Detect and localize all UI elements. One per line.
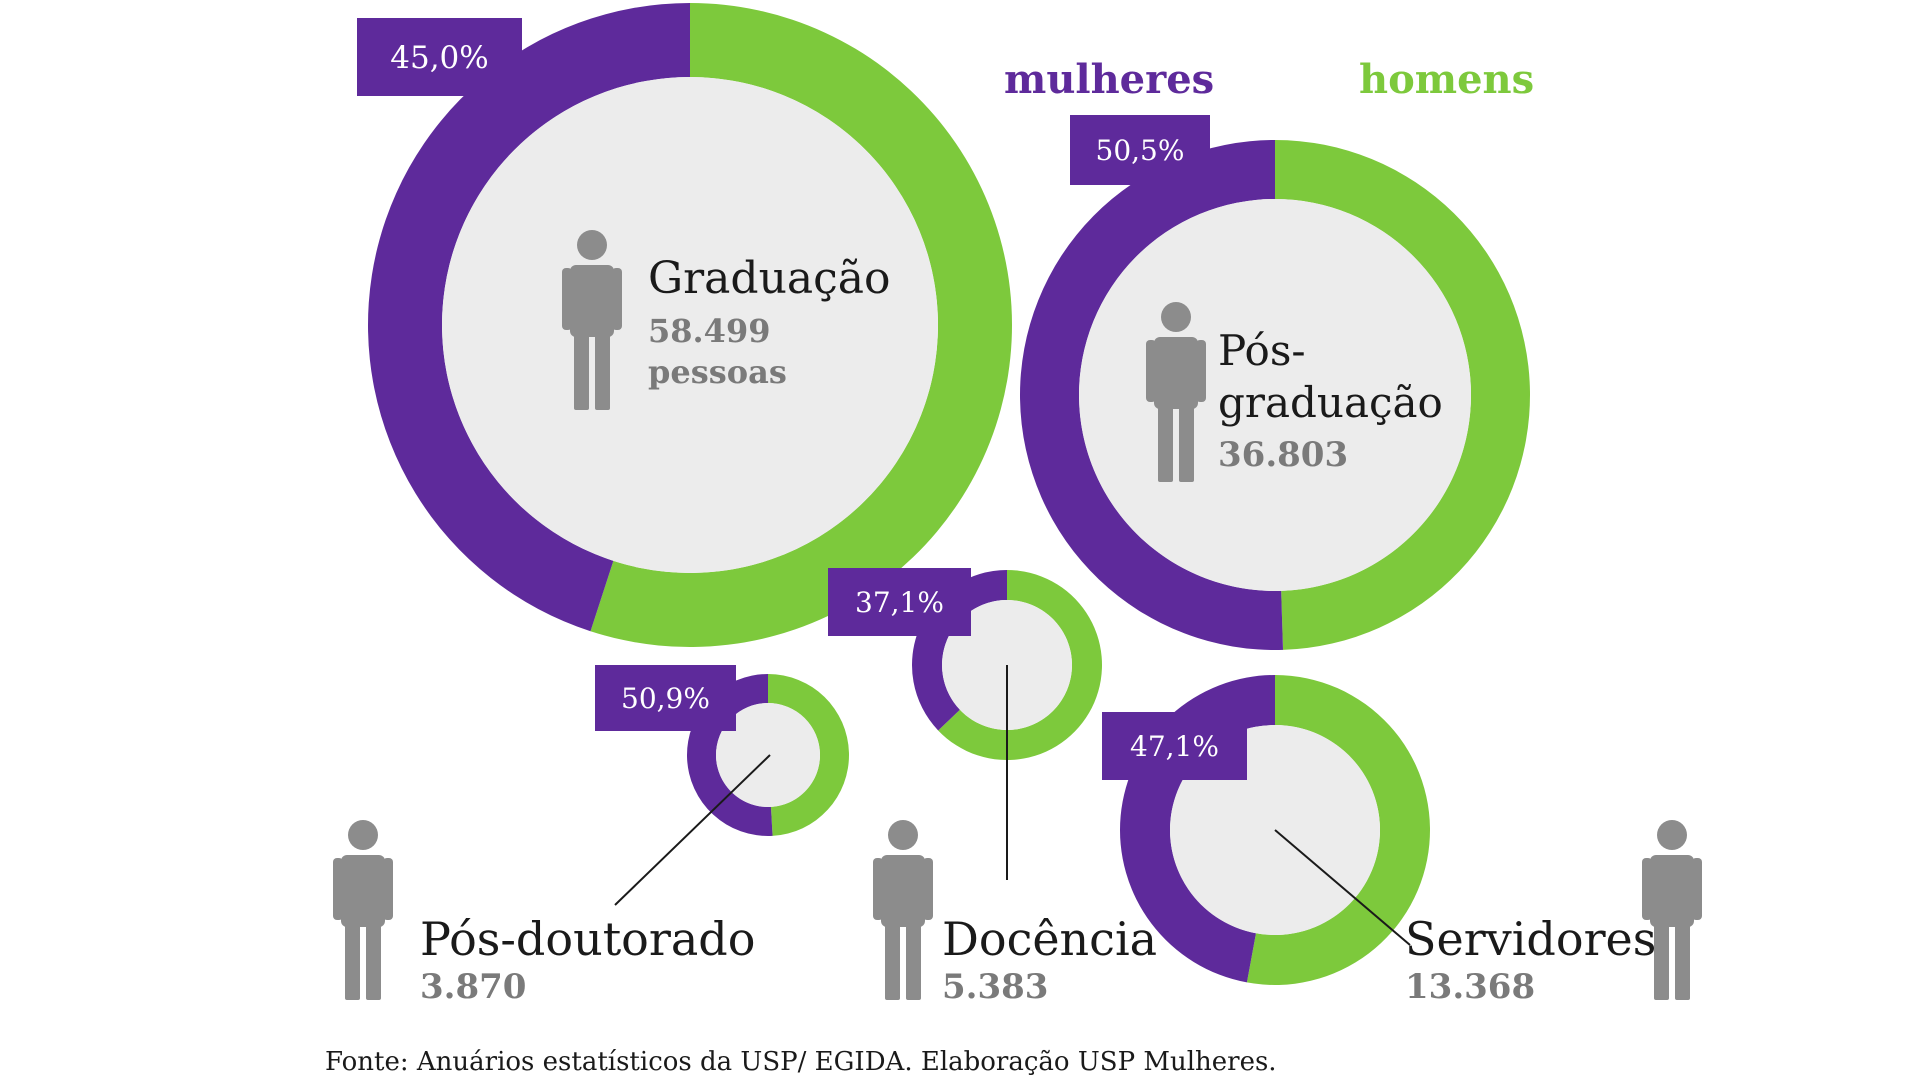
category-title-pos-graduacao: Pós- [1218,326,1306,375]
donut-graduacao [368,3,1013,648]
category-count-graduacao: 58.499 [648,312,770,350]
donut-group [368,3,1531,985]
donut-pos-graduacao-center [1079,199,1471,591]
donut-pos-doutorado-women-pct: 50,9% [621,682,710,715]
donut-servidores-women-label: 47,1% [1102,712,1247,780]
donut-docencia-women-label: 37,1% [828,568,971,636]
category-count-docencia: 5.383 [942,967,1048,1007]
donut-pos-graduacao [1020,140,1531,650]
category-count-pos-doutorado: 3.870 [420,967,526,1007]
source-note: Fonte: Anuários estatísticos da USP/ EGI… [325,1047,1277,1077]
donut-servidores-leader-line [1274,829,1411,946]
legend-men: homens [1359,56,1534,103]
category-count-graduacao: pessoas [648,353,787,391]
donut-graduacao-women-slice [368,3,690,632]
category-count-servidores: 13.368 [1405,967,1535,1007]
category-count-pos-graduacao: 36.803 [1218,435,1348,475]
person-icon-docencia [873,820,933,1000]
person-icon-pos-graduacao [1146,302,1206,482]
donut-graduacao-center [442,77,938,573]
legend-women: mulheres [1004,56,1214,103]
person-icon-graduacao [562,230,622,410]
donut-pos-graduacao-women-slice [1020,140,1284,650]
donut-pos-graduacao-women-label: 50,5% [1070,115,1210,185]
category-title-servidores: Servidores [1405,912,1656,966]
person-icon-pos-doutorado [333,820,393,1000]
person-icon-servidores [1642,820,1702,1000]
category-title-graduacao: Graduação [648,253,891,304]
category-title-pos-doutorado: Pós-doutorado [420,912,755,966]
donut-pos-doutorado-men-slice [768,674,850,836]
donut-servidores-women-pct: 47,1% [1130,730,1219,763]
donut-pos-doutorado-women-label: 50,9% [595,665,736,731]
donut-pos-graduacao-women-pct: 50,5% [1096,134,1185,167]
donut-pos-doutorado-leader-line [614,754,771,906]
category-title-pos-graduacao: graduação [1218,378,1443,427]
donut-graduacao-women-label: 45,0% [357,18,522,96]
donut-servidores-men-slice [1246,675,1430,985]
donut-pos-graduacao-men-slice [1275,140,1531,650]
category-title-docencia: Docência [942,912,1157,966]
donut-graduacao-men-slice [590,3,1013,648]
donut-graduacao-women-pct: 45,0% [390,40,488,76]
donut-docencia-men-slice [938,570,1102,760]
donut-docencia-women-pct: 37,1% [855,586,944,619]
